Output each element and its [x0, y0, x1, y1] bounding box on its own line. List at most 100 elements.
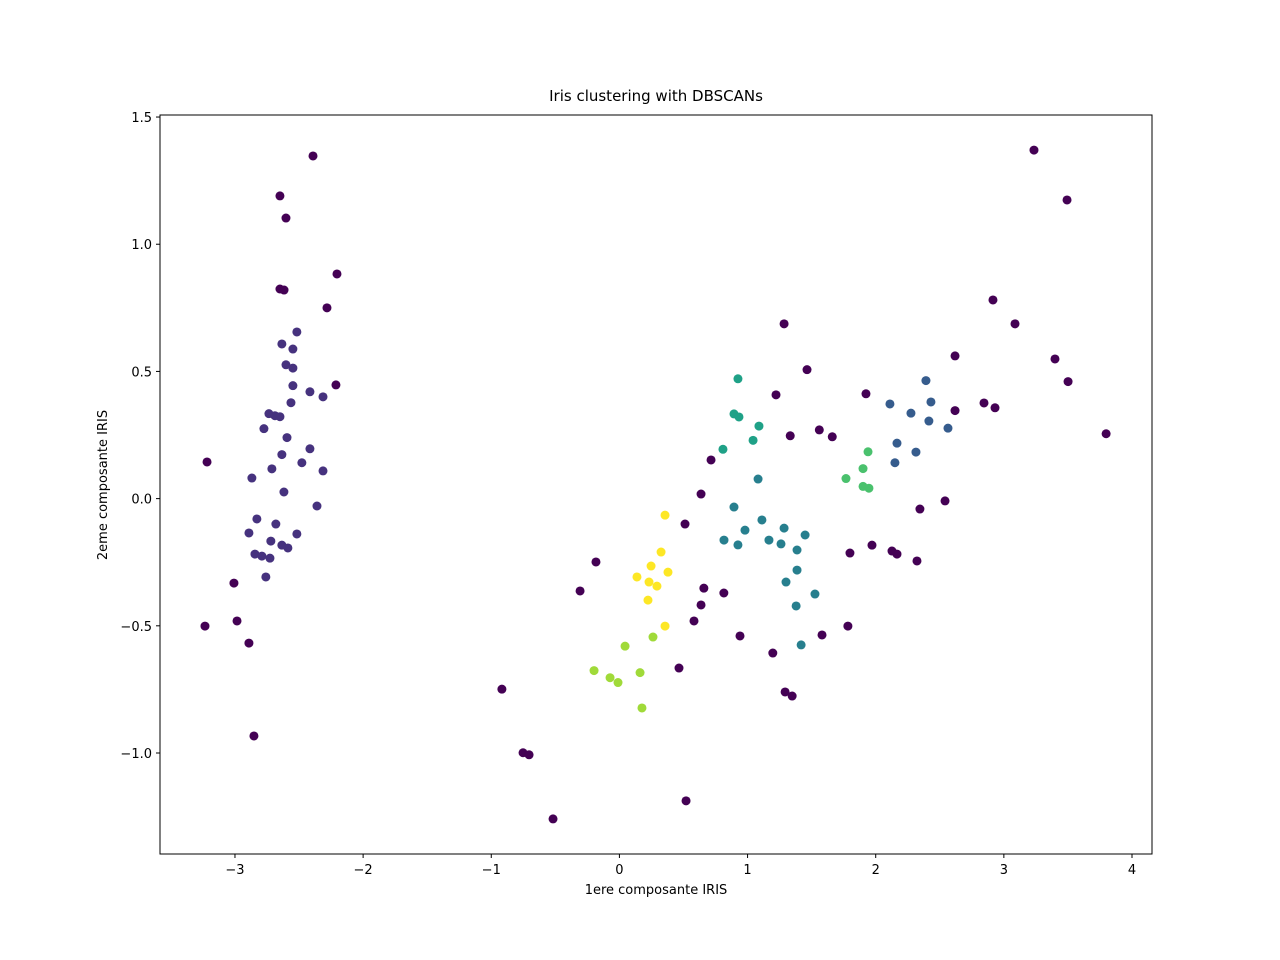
x-tick-label: −2 [354, 863, 373, 878]
point [768, 648, 778, 658]
point [312, 501, 322, 511]
y-tick-label: −0.5 [120, 620, 152, 635]
point [861, 389, 871, 399]
point [660, 621, 670, 631]
point [305, 444, 315, 454]
point [637, 703, 647, 713]
point [911, 447, 921, 457]
point [950, 406, 960, 416]
point [247, 473, 257, 483]
x-tick-label: 0 [615, 863, 623, 878]
point [635, 668, 645, 678]
point [885, 399, 895, 409]
x-tick-label: −1 [482, 863, 501, 878]
point [288, 363, 298, 373]
point [648, 632, 658, 642]
point [244, 528, 254, 538]
point [524, 750, 534, 760]
point [864, 483, 874, 493]
point [1063, 377, 1073, 387]
point [277, 339, 287, 349]
point [548, 814, 558, 824]
point [252, 514, 262, 524]
x-tick-label: 4 [1128, 863, 1136, 878]
point [257, 551, 267, 561]
point [779, 523, 789, 533]
point [696, 600, 706, 610]
point [719, 535, 729, 545]
point [943, 423, 953, 433]
point [288, 381, 298, 391]
point [200, 621, 210, 631]
point [915, 504, 925, 514]
point [297, 458, 307, 468]
point [817, 630, 827, 640]
y-axis-label: 2eme composante IRIS [96, 410, 111, 560]
point [613, 678, 623, 688]
point [279, 487, 289, 497]
point [890, 458, 900, 468]
point [249, 731, 259, 741]
point [706, 455, 716, 465]
y-tick-label: 1.5 [131, 111, 152, 126]
point [740, 525, 750, 535]
point [286, 398, 296, 408]
y-tick-label: 0.0 [131, 493, 152, 508]
chart-title: Iris clustering with DBSCANs [549, 87, 763, 105]
point [1062, 195, 1072, 205]
point [771, 390, 781, 400]
point [785, 431, 795, 441]
point [232, 616, 242, 626]
point [843, 621, 853, 631]
point [318, 392, 328, 402]
y-tick-label: 0.5 [131, 365, 152, 380]
point [814, 425, 824, 435]
point [229, 578, 239, 588]
point [1101, 429, 1111, 439]
point [1050, 354, 1060, 364]
point [926, 397, 936, 407]
point [605, 673, 615, 683]
point [764, 535, 774, 545]
point [332, 269, 342, 279]
point [680, 519, 690, 529]
point [308, 151, 318, 161]
point [288, 344, 298, 354]
point [867, 540, 877, 550]
point [827, 432, 837, 442]
point [281, 213, 291, 223]
point [275, 412, 285, 422]
point [733, 374, 743, 384]
point [261, 572, 271, 582]
point [282, 433, 292, 443]
point [940, 496, 950, 506]
point [699, 583, 709, 593]
point [912, 556, 922, 566]
point [802, 365, 812, 375]
point [202, 457, 212, 467]
point [779, 319, 789, 329]
point [318, 466, 328, 476]
point [591, 557, 601, 567]
point [753, 474, 763, 484]
point [644, 577, 654, 587]
point [281, 360, 291, 370]
point [322, 303, 332, 313]
point [780, 687, 790, 697]
point [757, 515, 767, 525]
point [921, 376, 931, 386]
point [674, 663, 684, 673]
point [681, 796, 691, 806]
x-tick-label: 1 [743, 863, 751, 878]
point [265, 553, 275, 563]
point [858, 464, 868, 474]
point [754, 421, 764, 431]
point [589, 666, 599, 676]
point [979, 398, 989, 408]
x-tick-label: 2 [872, 863, 880, 878]
point [841, 474, 851, 484]
point [792, 565, 802, 575]
y-tick-label: 1.0 [131, 238, 152, 253]
point [800, 530, 810, 540]
point [729, 502, 739, 512]
